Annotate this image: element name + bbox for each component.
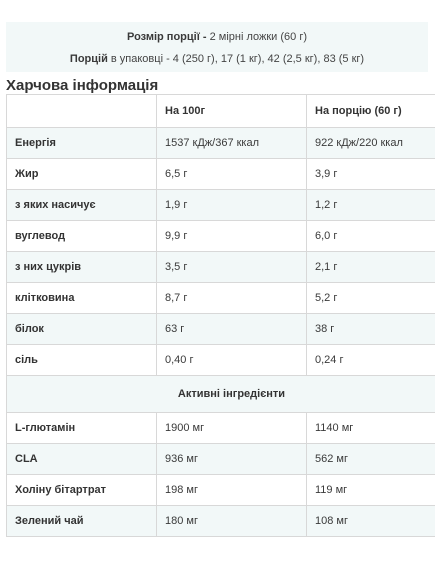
row-value-per100: 936 мг xyxy=(156,443,307,475)
row-value-per-serving: 562 мг xyxy=(306,443,435,475)
table-header-row: На 100г На порцію (60 г) xyxy=(6,94,435,128)
serving-info-box: Розмір порції - 2 мірні ложки (60 г) Пор… xyxy=(6,22,428,72)
header-cell-per-serving: На порцію (60 г) xyxy=(306,94,435,128)
row-value-per-serving: 38 г xyxy=(306,313,435,345)
nutrition-table: На 100г На порцію (60 г) Енергія 1537 кД… xyxy=(6,94,435,537)
row-value-per100: 180 мг xyxy=(156,505,307,537)
servings-per-pack-label: Порцій xyxy=(69,53,108,65)
row-value-per-serving: 1140 мг xyxy=(306,412,435,444)
table-row: з них цукрів 3,5 г 2,1 г xyxy=(6,251,435,283)
row-value-per-serving: 3,9 г xyxy=(306,158,435,190)
row-value-per100: 3,5 г xyxy=(156,251,307,283)
active-ingredients-heading: Активні інгредієнти xyxy=(6,375,435,413)
row-label: Зелений чай xyxy=(6,505,157,537)
row-label: Жир xyxy=(6,158,157,190)
row-label: сіль xyxy=(6,344,157,376)
table-row: з яких насичує 1,9 г 1,2 г xyxy=(6,189,435,221)
row-value-per100: 1,9 г xyxy=(156,189,307,221)
table-row: Холіну бітартрат 198 мг 119 мг xyxy=(6,474,435,506)
serving-size-label: Розмір порції - xyxy=(127,31,210,43)
row-value-per100: 63 г xyxy=(156,313,307,345)
header-cell-per100: На 100г xyxy=(156,94,307,128)
row-value-per100: 1537 кДж/367 ккал xyxy=(156,127,307,159)
active-ingredients-header-row: Активні інгредієнти xyxy=(6,375,435,413)
servings-per-pack-line: Порцій в упаковці - 4 (250 г), 17 (1 кг)… xyxy=(6,52,428,66)
table-row: L-глютамін 1900 мг 1140 мг xyxy=(6,412,435,444)
row-value-per-serving: 1,2 г xyxy=(306,189,435,221)
row-value-per100: 198 мг xyxy=(156,474,307,506)
row-value-per-serving: 119 мг xyxy=(306,474,435,506)
table-row: CLA 936 мг 562 мг xyxy=(6,443,435,475)
row-label: білок xyxy=(6,313,157,345)
row-value-per100: 0,40 г xyxy=(156,344,307,376)
row-value-per100: 9,9 г xyxy=(156,220,307,252)
row-label: Холіну бітартрат xyxy=(6,474,157,506)
row-label: з яких насичує xyxy=(6,189,157,221)
table-row: сіль 0,40 г 0,24 г xyxy=(6,344,435,376)
row-label: вуглевод xyxy=(6,220,157,252)
row-label: CLA xyxy=(6,443,157,475)
row-label: з них цукрів xyxy=(6,251,157,283)
table-row: Енергія 1537 кДж/367 ккал 922 кДж/220 кк… xyxy=(6,127,435,159)
servings-per-pack-value: в упаковці - 4 (250 г), 17 (1 кг), 42 (2… xyxy=(107,53,365,65)
row-value-per-serving: 2,1 г xyxy=(306,251,435,283)
bottom-margin xyxy=(0,544,435,569)
header-cell-name xyxy=(6,94,157,128)
row-value-per-serving: 0,24 г xyxy=(306,344,435,376)
row-value-per-serving: 5,2 г xyxy=(306,282,435,314)
row-label: L-глютамін xyxy=(6,412,157,444)
table-row: Зелений чай 180 мг 108 мг xyxy=(6,505,435,537)
row-value-per-serving: 108 мг xyxy=(306,505,435,537)
serving-size-line: Розмір порції - 2 мірні ложки (60 г) xyxy=(6,30,428,44)
table-row: Жир 6,5 г 3,9 г xyxy=(6,158,435,190)
table-row: білок 63 г 38 г xyxy=(6,313,435,345)
serving-size-value: 2 мірні ложки (60 г) xyxy=(209,31,307,43)
row-label: клітковина xyxy=(6,282,157,314)
row-value-per100: 6,5 г xyxy=(156,158,307,190)
table-row: клітковина 8,7 г 5,2 г xyxy=(6,282,435,314)
row-value-per100: 1900 мг xyxy=(156,412,307,444)
nutrition-title: Харчова інформація xyxy=(6,77,159,94)
row-value-per100: 8,7 г xyxy=(156,282,307,314)
row-value-per-serving: 922 кДж/220 ккал xyxy=(306,127,435,159)
table-row: вуглевод 9,9 г 6,0 г xyxy=(6,220,435,252)
row-label: Енергія xyxy=(6,127,157,159)
row-value-per-serving: 6,0 г xyxy=(306,220,435,252)
